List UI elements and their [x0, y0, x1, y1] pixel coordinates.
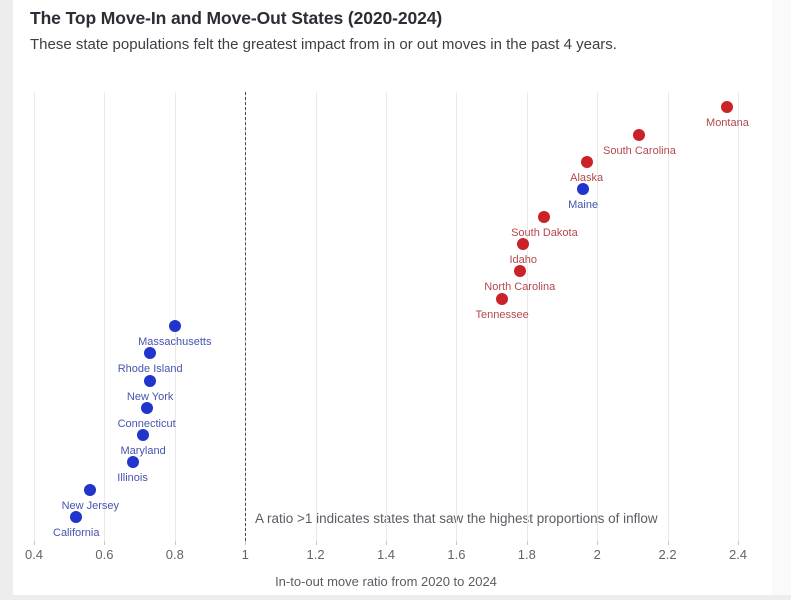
point-label-north-carolina: North Carolina: [484, 281, 556, 294]
data-point-south-carolina[interactable]: [633, 128, 646, 141]
point-label-maryland: Maryland: [120, 445, 166, 458]
data-point-maryland[interactable]: [137, 429, 150, 442]
chart-card: The Top Move-In and Move-Out States (202…: [13, 0, 772, 595]
point-label-california: California: [53, 527, 100, 540]
x-tick-mark: [104, 541, 106, 545]
chart-subtitle: These state populations felt the greates…: [30, 36, 617, 53]
reference-line-ratio-1: [245, 92, 247, 541]
gridline-x-1.2: [315, 92, 317, 541]
x-tick-mark: [667, 541, 669, 545]
point-label-south-dakota: South Dakota: [511, 226, 578, 239]
point-label-new-jersey: New Jersey: [61, 499, 120, 512]
data-point-tennessee[interactable]: [496, 292, 509, 305]
x-tick-mark: [245, 541, 247, 545]
gridline-x-1.8: [526, 92, 528, 541]
gridline-x-0.4: [34, 92, 35, 541]
point-label-maine: Maine: [568, 199, 599, 212]
x-tick-label-1.8: 1.8: [517, 547, 536, 562]
data-point-new-york[interactable]: [144, 374, 157, 387]
point-label-illinois: Illinois: [117, 472, 148, 485]
point-label-south-carolina: South Carolina: [603, 144, 676, 157]
x-tick-label-0.8: 0.8: [165, 547, 184, 562]
chart-annotation: A ratio >1 indicates states that saw the…: [255, 511, 658, 526]
x-tick-mark: [738, 541, 739, 545]
data-point-connecticut[interactable]: [140, 401, 153, 414]
data-point-california[interactable]: [70, 511, 83, 524]
data-point-alaska[interactable]: [580, 155, 593, 168]
data-point-south-dakota[interactable]: [538, 210, 551, 223]
data-point-rhode-island[interactable]: [144, 347, 157, 360]
x-tick-label-1.2: 1.2: [306, 547, 325, 562]
gridline-x-2.4: [738, 92, 739, 541]
x-tick-label-2.2: 2.2: [658, 547, 677, 562]
x-tick-label-1.4: 1.4: [376, 547, 396, 562]
data-point-montana[interactable]: [721, 101, 734, 114]
data-point-maine[interactable]: [577, 183, 590, 196]
x-tick-label-1.6: 1.6: [447, 547, 466, 562]
x-tick-label-2.4: 2.4: [728, 547, 748, 562]
x-tick-mark: [174, 541, 176, 545]
scatter-chart: A ratio >1 indicates states that saw the…: [13, 0, 772, 595]
gridline-x-1.6: [456, 92, 458, 541]
x-tick-mark: [456, 541, 458, 545]
x-tick-mark: [34, 541, 35, 545]
data-point-massachusetts[interactable]: [168, 319, 181, 332]
x-tick-mark: [526, 541, 528, 545]
x-tick-mark: [597, 541, 599, 545]
point-label-new-york: New York: [126, 390, 174, 403]
point-label-massachusetts: Massachusetts: [138, 335, 212, 348]
x-tick-mark: [315, 541, 317, 545]
x-tick-mark: [386, 541, 387, 545]
point-label-montana: Montana: [706, 117, 749, 130]
data-point-illinois[interactable]: [126, 456, 139, 469]
x-tick-label-2: 2: [593, 547, 601, 562]
chart-title: The Top Move-In and Move-Out States (202…: [30, 8, 443, 28]
point-label-alaska: Alaska: [570, 171, 604, 184]
gridline-x-0.6: [104, 92, 106, 541]
x-tick-label-0.6: 0.6: [95, 547, 114, 562]
point-label-tennessee: Tennessee: [475, 308, 529, 321]
data-point-new-jersey[interactable]: [84, 483, 97, 496]
point-label-connecticut: Connecticut: [117, 417, 176, 430]
point-label-rhode-island: Rhode Island: [117, 363, 183, 376]
gridline-x-2.2: [667, 92, 669, 541]
page-right-margin: [772, 0, 791, 595]
gridline-x-0.8: [174, 92, 176, 541]
data-point-idaho[interactable]: [517, 237, 530, 250]
x-axis-title: In-to-out move ratio from 2020 to 2024: [275, 574, 497, 589]
gridline-x-1.4: [386, 92, 387, 541]
x-tick-label-0.4: 0.4: [24, 547, 44, 562]
x-tick-label-1: 1: [241, 547, 249, 562]
data-point-north-carolina[interactable]: [513, 265, 526, 278]
gridline-x-2: [597, 92, 599, 541]
point-label-idaho: Idaho: [509, 253, 538, 266]
